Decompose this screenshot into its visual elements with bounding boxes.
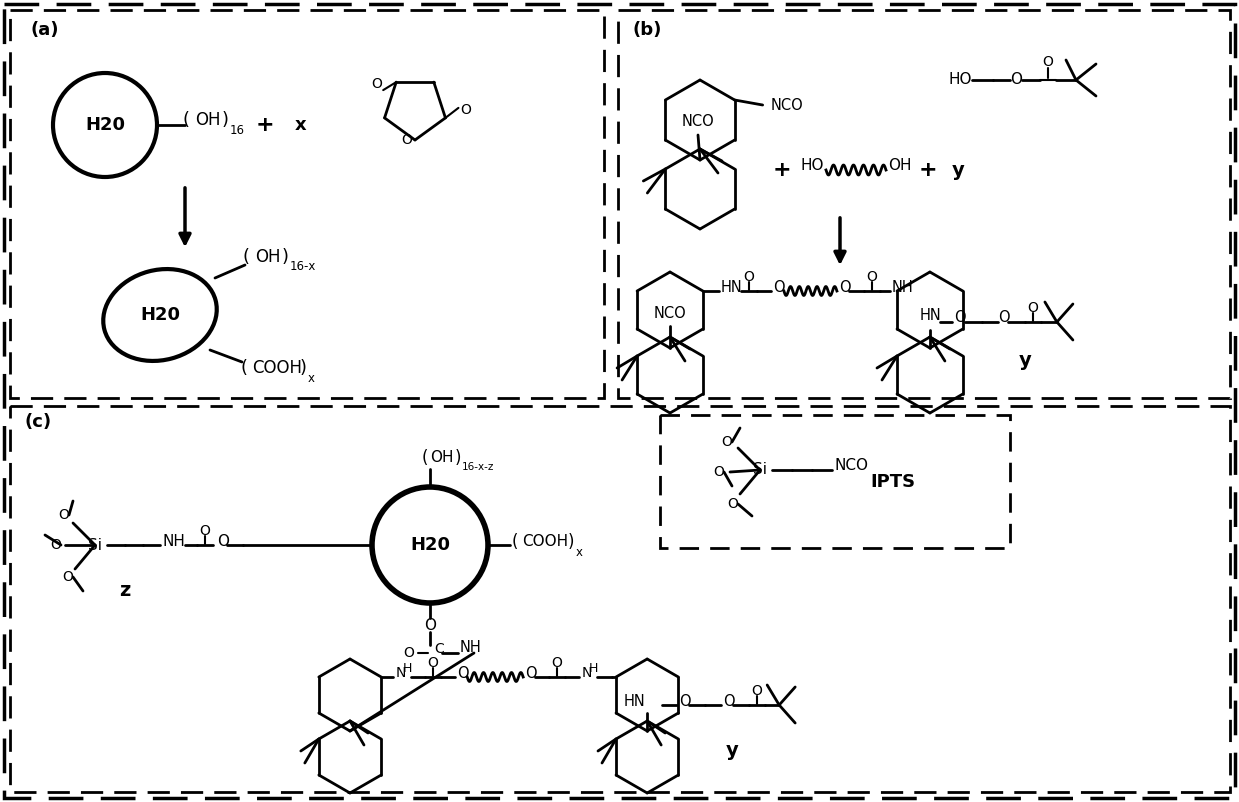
Text: COOH: COOH [252, 359, 302, 377]
Text: H: H [403, 662, 413, 675]
Text: 16-x-z: 16-x-z [462, 462, 494, 472]
Text: HO: HO [800, 157, 824, 172]
Text: O: O [457, 666, 468, 682]
Text: O: O [58, 508, 69, 522]
Text: Si: Si [753, 463, 767, 477]
Text: OH: OH [430, 451, 453, 465]
Text: O: O [62, 570, 73, 584]
Text: x: x [295, 116, 306, 134]
Text: ): ) [455, 449, 461, 467]
Text: O: O [427, 656, 439, 670]
Text: O: O [199, 524, 211, 538]
Text: HN: HN [623, 694, 646, 708]
Text: O: O [724, 694, 735, 708]
Text: OH: OH [195, 111, 221, 129]
Text: O: O [370, 77, 382, 91]
Text: N: N [581, 666, 591, 680]
Text: ): ) [282, 248, 289, 266]
Text: 16-x: 16-x [290, 261, 316, 273]
Text: HN: HN [721, 280, 742, 294]
Text: ): ) [300, 359, 307, 377]
Text: OH: OH [255, 248, 280, 266]
Text: HO: HO [948, 72, 971, 87]
Text: O: O [401, 133, 413, 147]
Text: O: O [403, 646, 414, 660]
Text: O: O [1042, 55, 1053, 69]
Text: O: O [866, 270, 877, 284]
Text: ): ) [567, 533, 575, 551]
Text: x: x [576, 545, 584, 558]
Text: N: N [395, 666, 405, 680]
Text: (: ( [421, 449, 427, 467]
Text: C: C [434, 642, 444, 656]
Text: +: + [773, 160, 792, 180]
Text: O: O [50, 538, 61, 552]
Text: H: H [590, 662, 598, 675]
Text: (: ( [240, 359, 247, 377]
Text: H20: H20 [140, 306, 180, 324]
Text: O: O [551, 656, 563, 670]
Text: H20: H20 [410, 536, 450, 554]
Text: y: y [1018, 350, 1031, 370]
Text: O: O [424, 618, 436, 633]
Text: O: O [1010, 72, 1022, 87]
Text: (b): (b) [632, 21, 662, 39]
Circle shape [372, 487, 488, 603]
Text: O: O [525, 666, 536, 682]
Text: y: y [726, 740, 738, 759]
Text: y: y [952, 160, 965, 180]
Text: x: x [309, 371, 315, 384]
Text: NCO: NCO [654, 306, 686, 322]
Text: Si: Si [88, 537, 102, 553]
Text: HN: HN [919, 309, 942, 323]
Text: O: O [217, 533, 229, 549]
Text: z: z [119, 581, 130, 600]
Text: OH: OH [888, 157, 912, 172]
Text: O: O [1027, 301, 1038, 315]
Text: (: ( [512, 533, 518, 551]
Text: O: O [954, 310, 965, 326]
Text: 16: 16 [230, 124, 245, 136]
Text: NH: NH [460, 641, 482, 655]
Text: O: O [460, 103, 471, 117]
Text: (c): (c) [25, 413, 52, 431]
Text: O: O [752, 684, 763, 698]
Text: NCO: NCO [681, 115, 715, 129]
Text: (a): (a) [30, 21, 58, 39]
Text: (: ( [243, 248, 250, 266]
Text: ): ) [222, 111, 229, 129]
Text: +: + [918, 160, 938, 180]
Text: O: O [773, 281, 784, 295]
Text: IPTS: IPTS [870, 473, 916, 491]
Text: O: O [714, 465, 724, 479]
Text: NCO: NCO [834, 459, 869, 473]
Text: NH: NH [892, 281, 913, 295]
Text: (: ( [183, 111, 190, 129]
Text: O: O [743, 270, 755, 284]
Text: O: O [727, 497, 738, 511]
Text: +: + [255, 115, 274, 135]
Text: O: O [839, 281, 850, 295]
Text: O: O [721, 435, 732, 449]
Text: O: O [997, 310, 1010, 326]
Text: O: O [679, 694, 691, 708]
Text: COOH: COOH [522, 534, 569, 549]
Text: H20: H20 [85, 116, 125, 134]
Ellipse shape [103, 269, 217, 361]
Text: NH: NH [162, 533, 185, 549]
Circle shape [53, 73, 157, 177]
Text: NCO: NCO [771, 98, 803, 112]
